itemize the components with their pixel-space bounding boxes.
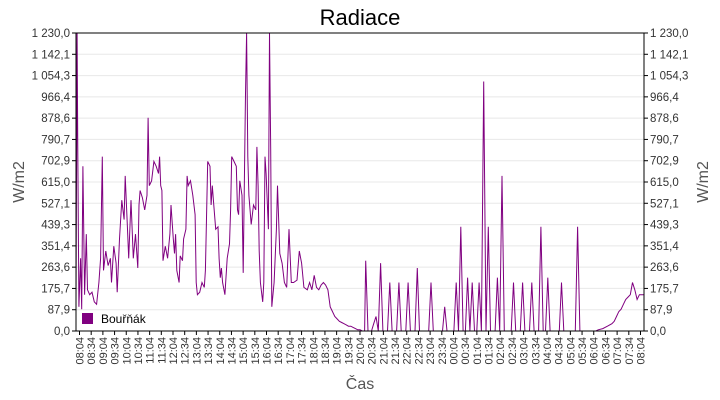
y-tick-label: 87,9 (48, 305, 70, 317)
x-tick-label: 14:04 (215, 337, 227, 365)
x-tick-label: 23:34 (437, 337, 449, 365)
x-tick-label: 08:34 (86, 337, 98, 365)
y-tick-label: 790,7 (41, 134, 70, 146)
x-tick-label: 08:04 (75, 337, 87, 365)
x-tick-label: 08:04 (635, 337, 647, 365)
x-tick-label: 14:34 (226, 337, 238, 365)
legend-swatch-bournak (82, 313, 93, 324)
y-tick-label: 1 230,0 (650, 28, 688, 40)
x-tick-label: 17:34 (297, 337, 309, 365)
y-tick-label: 1 054,3 (32, 71, 70, 83)
y-tick-label: 439,3 (41, 220, 70, 232)
y-tick-label: 878,6 (41, 113, 70, 125)
x-tick-label: 07:34 (624, 337, 636, 365)
legend-label-bournak: Bouřňák (101, 312, 147, 326)
x-tick-label: 12:34 (180, 337, 192, 365)
y-tick-label: 175,7 (41, 283, 70, 295)
x-tick-label: 03:04 (519, 337, 531, 365)
x-tick-label: 18:34 (320, 337, 332, 365)
grid-lines (76, 53, 644, 311)
x-tick-label: 10:04 (121, 337, 133, 365)
x-tick-label: 23:04 (425, 337, 437, 365)
y-axis-right: 0,0 87,9 175,7 263,6 351,4 439,3 527,1 615,0 702… (644, 28, 688, 338)
y-tick-label: 263,6 (650, 262, 679, 274)
x-tick-label: 00:34 (460, 337, 472, 365)
x-tick-label: 20:04 (355, 337, 367, 365)
x-tick-label: 17:04 (285, 337, 297, 365)
x-tick-label: 07:04 (612, 337, 624, 365)
y-tick-label: 527,1 (650, 198, 679, 210)
y-tick-label: 615,0 (41, 177, 70, 189)
y-tick-label: 702,9 (41, 156, 70, 168)
x-tick-label: 19:04 (332, 337, 344, 365)
y-tick-label: 1 230,0 (32, 28, 70, 40)
x-tick-label: 18:04 (308, 337, 320, 365)
x-tick-label: 01:04 (472, 337, 484, 365)
x-tick-label: 15:34 (250, 337, 262, 365)
y-tick-label: 966,4 (650, 92, 679, 104)
y-tick-label: 1 054,3 (650, 71, 688, 83)
x-tick-label: 00:04 (448, 337, 460, 365)
y-tick-label: 615,0 (650, 177, 679, 189)
x-tick-label: 15:04 (238, 337, 250, 365)
plot-frame (75, 32, 645, 332)
x-tick-label: 04:04 (542, 337, 554, 365)
y-axis-label-left: W/m2 (11, 161, 28, 203)
y-axis-left: 0,0 87,9 175,7 263,6 351,4 439,3 527,1 615,0 702… (32, 28, 76, 338)
y-tick-label: 0,0 (650, 326, 666, 338)
x-tick-label: 10:34 (133, 337, 145, 365)
legend: Bouřňák (82, 312, 147, 326)
x-tick-label: 09:04 (98, 337, 110, 365)
x-tick-label: 09:34 (110, 337, 122, 365)
x-tick-label: 21:34 (390, 337, 402, 365)
y-axis-label-right: W/m2 (695, 161, 712, 203)
chart-title: Radiace (320, 5, 401, 30)
x-axis-label: Čas (346, 374, 374, 393)
x-tick-label: 05:04 (565, 337, 577, 365)
y-tick-label: 351,4 (650, 241, 679, 253)
x-tick-label: 21:04 (378, 337, 390, 365)
y-tick-label: 966,4 (41, 92, 70, 104)
y-tick-label: 439,3 (650, 220, 679, 232)
x-tick-label: 06:04 (589, 337, 601, 365)
y-tick-label: 87,9 (650, 305, 672, 317)
x-tick-label: 03:34 (530, 337, 542, 365)
series-line-bournak (76, 33, 644, 331)
x-axis: 08:04 08:34 09:04 09:34 10:04 10:34 11:04 11:34… (75, 331, 647, 365)
x-tick-label: 06:34 (600, 337, 612, 365)
x-tick-label: 05:34 (577, 337, 589, 365)
x-tick-label: 02:34 (507, 337, 519, 365)
y-tick-label: 175,7 (650, 283, 679, 295)
x-tick-label: 22:04 (402, 337, 414, 365)
y-tick-label: 1 142,1 (650, 49, 688, 61)
x-tick-label: 22:34 (413, 337, 425, 365)
y-tick-label: 1 142,1 (32, 49, 70, 61)
x-tick-label: 16:34 (273, 337, 285, 365)
x-tick-label: 11:04 (145, 337, 157, 364)
x-tick-label: 13:34 (203, 337, 215, 365)
x-tick-label: 19:34 (343, 337, 355, 365)
y-tick-label: 878,6 (650, 113, 679, 125)
y-tick-label: 527,1 (41, 198, 70, 210)
y-tick-label: 351,4 (41, 241, 70, 253)
y-tick-label: 790,7 (650, 134, 679, 146)
x-tick-label: 13:04 (191, 337, 203, 365)
x-tick-label: 12:04 (168, 337, 180, 365)
x-tick-label: 02:04 (495, 337, 507, 365)
y-tick-label: 702,9 (650, 156, 679, 168)
x-tick-label: 04:34 (554, 337, 566, 365)
y-tick-label: 263,6 (41, 262, 70, 274)
x-tick-label: 11:34 (156, 337, 168, 364)
x-tick-label: 01:34 (484, 337, 496, 365)
x-tick-label: 16:04 (262, 337, 274, 365)
x-tick-label: 20:34 (367, 337, 379, 365)
y-tick-label: 0,0 (54, 326, 70, 338)
